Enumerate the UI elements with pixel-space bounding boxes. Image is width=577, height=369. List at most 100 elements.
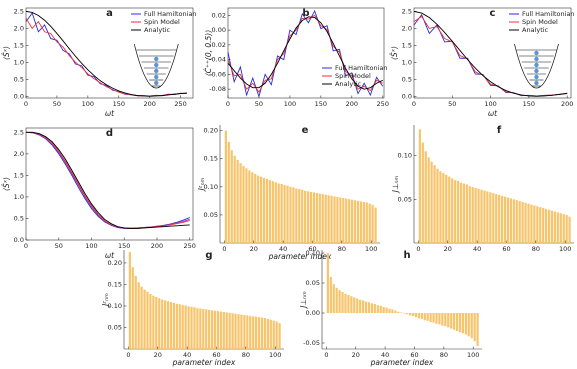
panel-label: a bbox=[106, 8, 113, 19]
bar bbox=[155, 296, 158, 349]
bar bbox=[424, 151, 427, 243]
bar bbox=[447, 313, 450, 328]
bar bbox=[306, 191, 310, 243]
bar bbox=[260, 176, 263, 243]
bar bbox=[266, 318, 269, 349]
x-tick-label: 50 bbox=[55, 242, 63, 250]
atom bbox=[534, 74, 539, 80]
bar bbox=[257, 317, 261, 349]
series-line bbox=[413, 10, 568, 97]
bar bbox=[465, 184, 468, 243]
bar bbox=[542, 208, 545, 243]
bar bbox=[368, 203, 371, 243]
bar bbox=[330, 195, 333, 243]
y-axis-label: ⟨Ŝˣ⟩ bbox=[2, 177, 11, 191]
bar bbox=[280, 184, 283, 243]
bar bbox=[304, 190, 307, 243]
bar bbox=[477, 188, 480, 243]
y-tick-label: 0.05 bbox=[108, 323, 122, 331]
bar bbox=[483, 190, 486, 243]
x-tick-label: 80 bbox=[440, 351, 448, 359]
atom bbox=[534, 80, 539, 86]
trap-well bbox=[514, 43, 559, 89]
atom bbox=[154, 80, 159, 86]
bar bbox=[295, 188, 298, 243]
x-tick-label: 100 bbox=[467, 351, 479, 359]
bar bbox=[495, 194, 498, 243]
x-axis-label: ωt bbox=[488, 109, 498, 118]
bar bbox=[455, 313, 459, 331]
bar bbox=[350, 296, 353, 313]
y-tick-label: 1.0 bbox=[14, 58, 24, 66]
x-tick-label: 0 bbox=[412, 100, 416, 108]
panel-label: g bbox=[205, 250, 212, 261]
bar bbox=[245, 168, 248, 243]
bar bbox=[420, 313, 423, 319]
bar bbox=[385, 307, 388, 313]
bar bbox=[423, 313, 426, 321]
x-tick-label: 100 bbox=[82, 100, 94, 108]
x-tick-label: 250 bbox=[377, 100, 389, 108]
bar bbox=[181, 305, 184, 349]
bar bbox=[233, 155, 236, 243]
bar bbox=[373, 304, 376, 313]
bar bbox=[427, 157, 430, 243]
bar bbox=[500, 195, 504, 243]
bar bbox=[509, 198, 512, 243]
bar bbox=[411, 313, 415, 316]
x-axis-label: parameter index bbox=[370, 358, 434, 367]
bar bbox=[128, 252, 131, 349]
bar bbox=[255, 316, 258, 349]
x-tick-label: 80 bbox=[338, 245, 346, 253]
bar bbox=[335, 287, 338, 313]
bar bbox=[286, 185, 289, 243]
bar bbox=[391, 309, 394, 313]
atom bbox=[534, 56, 539, 62]
bar bbox=[269, 319, 272, 349]
bar bbox=[394, 310, 397, 313]
bar bbox=[240, 314, 243, 349]
series-line bbox=[26, 131, 190, 229]
bar bbox=[454, 180, 457, 243]
bar bbox=[512, 199, 515, 243]
bar bbox=[332, 284, 335, 313]
x-tick-label: 250 bbox=[184, 242, 196, 250]
bar bbox=[205, 309, 208, 349]
y-tick-label: 2.0 bbox=[402, 24, 412, 32]
bar bbox=[254, 173, 257, 243]
x-tick-label: 20 bbox=[250, 245, 258, 253]
bar bbox=[213, 310, 217, 349]
bar bbox=[224, 130, 227, 243]
bar bbox=[199, 308, 202, 349]
panel-label: c bbox=[490, 8, 496, 19]
bar bbox=[547, 209, 551, 243]
bar bbox=[321, 194, 324, 243]
y-tick-label: 0.15 bbox=[204, 155, 218, 163]
x-tick-label: 40 bbox=[183, 351, 191, 359]
bar bbox=[175, 303, 178, 349]
x-tick-label: 60 bbox=[212, 351, 220, 359]
x-tick-label: 0 bbox=[324, 351, 328, 359]
y-axis-label: J⊥ₙₘ bbox=[299, 291, 308, 310]
bar bbox=[277, 183, 280, 243]
bar bbox=[417, 313, 420, 319]
bar bbox=[556, 212, 559, 243]
series-line bbox=[25, 131, 190, 229]
y-tick-label: 0.10 bbox=[306, 249, 320, 257]
x-tick-label: 80 bbox=[242, 351, 250, 359]
legend-label: Analytic bbox=[335, 80, 362, 88]
x-tick-label: 100 bbox=[284, 100, 296, 108]
bar bbox=[164, 300, 167, 349]
bar bbox=[506, 197, 510, 243]
bar bbox=[414, 313, 418, 318]
bar bbox=[421, 142, 424, 243]
bar bbox=[400, 312, 403, 313]
bar bbox=[550, 210, 554, 243]
bar bbox=[251, 172, 254, 243]
bar bbox=[367, 302, 371, 313]
bar bbox=[227, 141, 230, 243]
bar bbox=[222, 311, 225, 349]
bar bbox=[219, 311, 222, 349]
bar bbox=[439, 171, 442, 243]
bar bbox=[436, 168, 439, 243]
